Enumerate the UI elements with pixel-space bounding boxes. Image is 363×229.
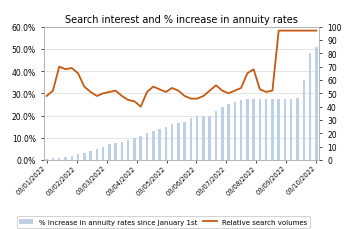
- Relative search volumes: [252, 69, 256, 71]
- Relative search volumes: [139, 106, 143, 109]
- Relative search volumes: [63, 69, 68, 71]
- Bar: [252, 99, 255, 160]
- Bar: [265, 99, 268, 160]
- Relative search volumes: [220, 90, 224, 93]
- Bar: [121, 143, 123, 160]
- Relative search volumes: [283, 30, 287, 33]
- Relative search volumes: [289, 30, 293, 33]
- Relative search volumes: [145, 91, 149, 94]
- Bar: [196, 116, 199, 160]
- Relative search volumes: [164, 91, 168, 94]
- Relative search volumes: [189, 98, 193, 101]
- Legend: % increase in annuity rates since January 1st, Relative search volumes: % increase in annuity rates since Januar…: [17, 216, 310, 228]
- Bar: [296, 98, 299, 160]
- Bar: [164, 127, 167, 160]
- Bar: [64, 157, 67, 160]
- Bar: [171, 125, 174, 160]
- Bar: [221, 107, 224, 160]
- Relative search volumes: [82, 86, 86, 89]
- Title: Search interest and % increase in annuity rates: Search interest and % increase in annuit…: [65, 15, 298, 25]
- Relative search volumes: [314, 30, 318, 33]
- Relative search volumes: [183, 95, 187, 98]
- Bar: [146, 134, 148, 160]
- Relative search volumes: [95, 95, 99, 98]
- Relative search volumes: [101, 93, 105, 95]
- Relative search volumes: [214, 85, 218, 87]
- Bar: [89, 151, 92, 160]
- Relative search volumes: [170, 87, 174, 90]
- Bar: [70, 156, 73, 160]
- Bar: [102, 147, 105, 160]
- Bar: [52, 158, 54, 160]
- Relative search volumes: [233, 90, 237, 93]
- Relative search volumes: [239, 87, 243, 90]
- Bar: [114, 144, 117, 160]
- Relative search volumes: [132, 101, 136, 103]
- Relative search volumes: [302, 30, 306, 33]
- Relative search volumes: [308, 30, 312, 33]
- Bar: [189, 118, 192, 160]
- Relative search volumes: [70, 67, 74, 70]
- Bar: [158, 129, 161, 160]
- Relative search volumes: [277, 30, 281, 33]
- Bar: [108, 145, 111, 160]
- Relative search volumes: [114, 90, 118, 93]
- Bar: [240, 101, 242, 160]
- Relative search volumes: [76, 73, 80, 75]
- Relative search volumes: [201, 95, 205, 98]
- Bar: [215, 112, 217, 160]
- Line: Relative search volumes: Relative search volumes: [47, 31, 316, 107]
- Bar: [284, 99, 286, 160]
- Relative search volumes: [295, 30, 300, 33]
- Relative search volumes: [258, 89, 262, 91]
- Relative search volumes: [208, 90, 212, 93]
- Relative search volumes: [151, 86, 155, 89]
- Relative search volumes: [195, 98, 199, 101]
- Bar: [315, 47, 318, 160]
- Bar: [152, 131, 155, 160]
- Bar: [133, 138, 136, 160]
- Relative search volumes: [176, 90, 180, 93]
- Relative search volumes: [270, 90, 274, 93]
- Bar: [277, 99, 280, 160]
- Bar: [208, 116, 211, 160]
- Bar: [127, 140, 130, 160]
- Bar: [45, 159, 48, 160]
- Relative search volumes: [45, 95, 49, 98]
- Bar: [246, 99, 249, 160]
- Bar: [77, 155, 79, 160]
- Bar: [202, 116, 205, 160]
- Relative search volumes: [51, 90, 55, 93]
- Bar: [183, 123, 186, 160]
- Bar: [227, 105, 230, 160]
- Bar: [139, 136, 142, 160]
- Bar: [302, 81, 305, 160]
- Bar: [58, 158, 61, 160]
- Bar: [95, 149, 98, 160]
- Relative search volumes: [158, 89, 162, 91]
- Relative search volumes: [264, 91, 268, 94]
- Relative search volumes: [227, 93, 231, 95]
- Bar: [290, 99, 293, 160]
- Bar: [258, 99, 261, 160]
- Relative search volumes: [126, 99, 130, 102]
- Relative search volumes: [120, 95, 124, 98]
- Relative search volumes: [107, 91, 111, 94]
- Relative search volumes: [89, 91, 93, 94]
- Relative search volumes: [245, 73, 249, 75]
- Bar: [83, 154, 86, 160]
- Bar: [271, 99, 274, 160]
- Bar: [177, 124, 180, 160]
- Bar: [233, 103, 236, 160]
- Relative search volumes: [57, 66, 61, 69]
- Bar: [309, 54, 311, 160]
